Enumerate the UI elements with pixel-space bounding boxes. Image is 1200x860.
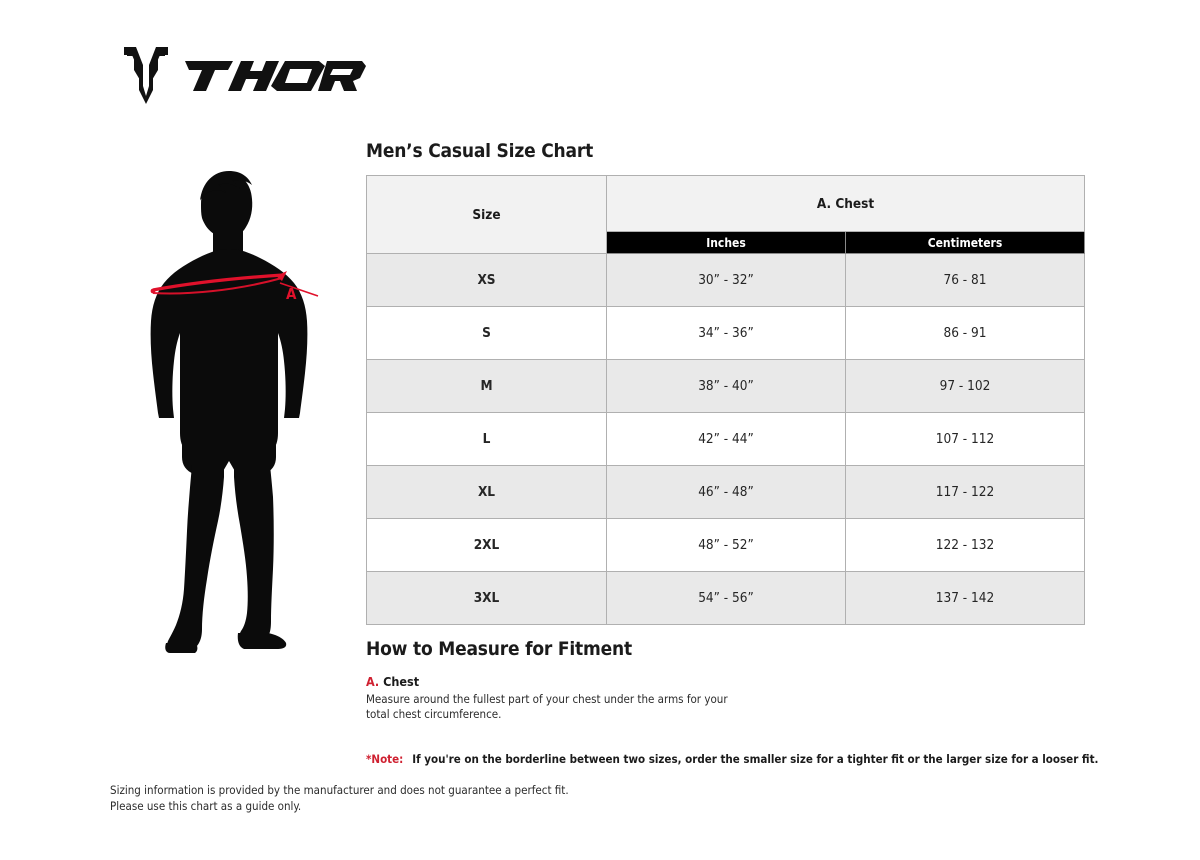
- note-line: *Note: If you're on the borderline betwee…: [366, 752, 1098, 766]
- table-row: M 38” - 40” 97 - 102: [366, 359, 1085, 413]
- cell-size: XS: [366, 253, 607, 307]
- cell-centimeters: 122 - 132: [845, 518, 1085, 572]
- diagram-label-a: A: [286, 285, 297, 303]
- cell-inches: 48” - 52”: [606, 518, 846, 572]
- how-to-measure-title: How to Measure for Fitment: [366, 638, 632, 660]
- cell-inches: 42” - 44”: [606, 412, 846, 466]
- cell-size: 2XL: [366, 518, 607, 572]
- table-header-row: Size A. Chest: [366, 175, 1085, 254]
- cell-inches: 54” - 56”: [606, 571, 846, 625]
- measure-item-name: Chest: [379, 674, 420, 689]
- table-body: XS 30” - 32” 76 - 81 S 34” - 36” 86 - 91…: [366, 253, 1085, 625]
- disclaimer: Sizing information is provided by the ma…: [110, 782, 569, 814]
- thor-hammer-mark-icon: [124, 47, 168, 104]
- table-row: XL 46” - 48” 117 - 122: [366, 465, 1085, 519]
- disclaimer-line1: Sizing information is provided by the ma…: [110, 783, 569, 797]
- cell-centimeters: 137 - 142: [845, 571, 1085, 625]
- measure-text-line1: Measure around the fullest part of your …: [366, 692, 728, 706]
- cell-size: S: [366, 306, 607, 360]
- table-row: 3XL 54” - 56” 137 - 142: [366, 571, 1085, 625]
- table-row: 2XL 48” - 52” 122 - 132: [366, 518, 1085, 572]
- table-subheader-row: Inches Centimeters: [367, 231, 1085, 254]
- cell-size: M: [366, 359, 607, 413]
- cell-size: XL: [366, 465, 607, 519]
- note-text: If you're on the borderline between two …: [412, 752, 1099, 766]
- measure-item-letter: A.: [366, 674, 380, 689]
- cell-inches: 34” - 36”: [606, 306, 846, 360]
- chest-measure-line-icon: [150, 271, 287, 295]
- column-header-size: Size: [366, 175, 607, 254]
- cell-centimeters: 107 - 112: [845, 412, 1085, 466]
- cell-centimeters: 76 - 81: [845, 253, 1085, 307]
- disclaimer-line2: Please use this chart as a guide only.: [110, 799, 302, 813]
- cell-inches: 30” - 32”: [606, 253, 846, 307]
- cell-centimeters: 86 - 91: [845, 306, 1085, 360]
- cell-size: L: [366, 412, 607, 466]
- column-header-inches: Inches: [606, 231, 846, 254]
- measure-item-text: Measure around the fullest part of your …: [366, 692, 1066, 722]
- table-row: S 34” - 36” 86 - 91: [366, 306, 1085, 360]
- column-header-centimeters: Centimeters: [845, 231, 1085, 254]
- note-label: *Note:: [366, 752, 404, 766]
- measure-instructions: A. Chest Measure around the fullest part…: [366, 674, 1066, 722]
- column-header-chest-group: A. Chest: [606, 175, 1085, 232]
- table-row: L 42” - 44” 107 - 112: [366, 412, 1085, 466]
- cell-inches: 46” - 48”: [606, 465, 846, 519]
- measure-text-line2: total chest circumference.: [366, 707, 502, 721]
- brand-logo: [123, 46, 366, 104]
- cell-size: 3XL: [366, 571, 607, 625]
- page-title: Men’s Casual Size Chart: [366, 140, 594, 162]
- thor-wordmark: [185, 61, 366, 91]
- cell-centimeters: 117 - 122: [845, 465, 1085, 519]
- measure-item-heading: A. Chest: [366, 674, 1066, 689]
- size-chart-table: Size A. Chest Inches Centimeters XS 30” …: [366, 175, 1085, 625]
- male-body-silhouette-icon: [150, 171, 319, 653]
- table-row: XS 30” - 32” 76 - 81: [366, 253, 1085, 307]
- measurement-diagram: A: [140, 165, 325, 655]
- cell-inches: 38” - 40”: [606, 359, 846, 413]
- cell-centimeters: 97 - 102: [845, 359, 1085, 413]
- leader-line-icon: [279, 282, 319, 297]
